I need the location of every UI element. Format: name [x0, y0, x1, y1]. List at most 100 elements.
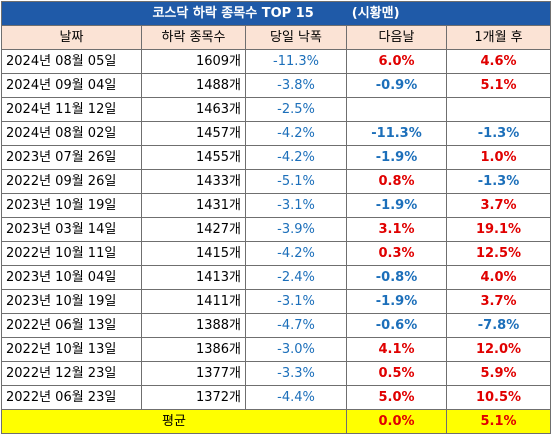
row-next-day: -0.6%	[346, 313, 447, 338]
header-decline-count: 하락 종목수	[141, 25, 246, 50]
row-one-month-later: 5.1%	[446, 73, 551, 98]
row-next-day: 4.1%	[346, 337, 447, 362]
table-title-cell: 코스닥 하락 종목수 TOP 15 (시황맨)	[1, 1, 551, 26]
row-decline-count: 1455개	[141, 145, 246, 170]
row-decline-count: 1386개	[141, 337, 246, 362]
row-next-day: 0.8%	[346, 169, 447, 194]
table-row: 2024년 08월 02일 1457개 -4.2% -11.3% -1.3%	[1, 121, 551, 146]
row-one-month-later: 3.7%	[446, 289, 551, 314]
row-same-day-drop: -3.1%	[245, 289, 347, 314]
row-date: 2023년 10월 19일	[1, 193, 142, 218]
title-row: 코스닥 하락 종목수 TOP 15 (시황맨)	[1, 1, 551, 26]
row-next-day: 3.1%	[346, 217, 447, 242]
table-body: 2024년 08월 05일 1609개 -11.3% 6.0% 4.6% 2024년 09…	[1, 49, 551, 410]
row-same-day-drop: -3.3%	[245, 361, 347, 386]
average-row: 평균 0.0% 5.1%	[1, 409, 551, 434]
row-same-day-drop: -4.7%	[245, 313, 347, 338]
row-decline-count: 1488개	[141, 73, 246, 98]
table-row: 2023년 10월 04일 1413개 -2.4% -0.8% 4.0%	[1, 265, 551, 290]
row-next-day: -1.9%	[346, 289, 447, 314]
row-decline-count: 1433개	[141, 169, 246, 194]
header-row: 날짜 하락 종목수 당일 낙폭 다음날 1개월 후	[1, 25, 551, 50]
table-row: 2023년 07월 26일 1455개 -4.2% -1.9% 1.0%	[1, 145, 551, 170]
table-row: 2022년 06월 23일 1372개 -4.4% 5.0% 10.5%	[1, 385, 551, 410]
row-same-day-drop: -3.0%	[245, 337, 347, 362]
table-row: 2022년 06월 13일 1388개 -4.7% -0.6% -7.8%	[1, 313, 551, 338]
row-decline-count: 1377개	[141, 361, 246, 386]
row-next-day: -0.8%	[346, 265, 447, 290]
table-row: 2024년 11월 12일 1463개 -2.5%	[1, 97, 551, 122]
row-one-month-later: 12.5%	[446, 241, 551, 266]
row-one-month-later: 4.0%	[446, 265, 551, 290]
row-next-day: -0.9%	[346, 73, 447, 98]
row-decline-count: 1609개	[141, 49, 246, 74]
row-next-day: -1.9%	[346, 193, 447, 218]
table-row: 2024년 08월 05일 1609개 -11.3% 6.0% 4.6%	[1, 49, 551, 74]
row-decline-count: 1372개	[141, 385, 246, 410]
row-same-day-drop: -4.2%	[245, 241, 347, 266]
table-row: 2024년 09월 04일 1488개 -3.8% -0.9% 5.1%	[1, 73, 551, 98]
row-same-day-drop: -4.2%	[245, 121, 347, 146]
row-one-month-later: -1.3%	[446, 169, 551, 194]
table-title-source: (시황맨)	[351, 6, 400, 21]
header-next-day: 다음날	[346, 25, 447, 50]
row-date: 2023년 03월 14일	[1, 217, 142, 242]
row-next-day: 6.0%	[346, 49, 447, 74]
row-same-day-drop: -4.2%	[245, 145, 347, 170]
header-one-month-later: 1개월 후	[446, 25, 551, 50]
row-date: 2022년 09월 26일	[1, 169, 142, 194]
row-decline-count: 1457개	[141, 121, 246, 146]
header-same-day-drop: 당일 낙폭	[245, 25, 347, 50]
row-decline-count: 1415개	[141, 241, 246, 266]
row-one-month-later: -1.3%	[446, 121, 551, 146]
row-date: 2022년 12월 23일	[1, 361, 142, 386]
row-same-day-drop: -5.1%	[245, 169, 347, 194]
header-date: 날짜	[1, 25, 142, 50]
row-next-day: 5.0%	[346, 385, 447, 410]
row-date: 2024년 11월 12일	[1, 97, 142, 122]
row-date: 2023년 07월 26일	[1, 145, 142, 170]
row-one-month-later	[446, 97, 551, 122]
table-row: 2022년 09월 26일 1433개 -5.1% 0.8% -1.3%	[1, 169, 551, 194]
row-one-month-later: 12.0%	[446, 337, 551, 362]
table-row: 2022년 12월 23일 1377개 -3.3% 0.5% 5.9%	[1, 361, 551, 386]
row-date: 2023년 10월 19일	[1, 289, 142, 314]
row-date: 2022년 10월 11일	[1, 241, 142, 266]
row-one-month-later: 5.9%	[446, 361, 551, 386]
row-date: 2024년 08월 02일	[1, 121, 142, 146]
row-decline-count: 1431개	[141, 193, 246, 218]
row-next-day: -1.9%	[346, 145, 447, 170]
table-row: 2023년 10월 19일 1411개 -3.1% -1.9% 3.7%	[1, 289, 551, 314]
row-one-month-later: 10.5%	[446, 385, 551, 410]
row-one-month-later: 4.6%	[446, 49, 551, 74]
row-next-day: -11.3%	[346, 121, 447, 146]
row-decline-count: 1427개	[141, 217, 246, 242]
row-decline-count: 1388개	[141, 313, 246, 338]
row-same-day-drop: -3.9%	[245, 217, 347, 242]
average-next-day: 0.0%	[346, 409, 447, 434]
row-next-day	[346, 97, 447, 122]
row-date: 2022년 06월 13일	[1, 313, 142, 338]
row-date: 2022년 10월 13일	[1, 337, 142, 362]
row-one-month-later: 19.1%	[446, 217, 551, 242]
row-decline-count: 1411개	[141, 289, 246, 314]
average-one-month: 5.1%	[446, 409, 551, 434]
row-date: 2024년 08월 05일	[1, 49, 142, 74]
row-one-month-later: -7.8%	[446, 313, 551, 338]
row-one-month-later: 3.7%	[446, 193, 551, 218]
row-same-day-drop: -2.4%	[245, 265, 347, 290]
row-same-day-drop: -3.8%	[245, 73, 347, 98]
table-row: 2022년 10월 13일 1386개 -3.0% 4.1% 12.0%	[1, 337, 551, 362]
row-decline-count: 1463개	[141, 97, 246, 122]
row-date: 2023년 10월 04일	[1, 265, 142, 290]
row-one-month-later: 1.0%	[446, 145, 551, 170]
row-same-day-drop: -11.3%	[245, 49, 347, 74]
table-row: 2023년 03월 14일 1427개 -3.9% 3.1% 19.1%	[1, 217, 551, 242]
row-same-day-drop: -3.1%	[245, 193, 347, 218]
row-date: 2024년 09월 04일	[1, 73, 142, 98]
row-same-day-drop: -2.5%	[245, 97, 347, 122]
average-label: 평균	[1, 409, 347, 434]
row-date: 2022년 06월 23일	[1, 385, 142, 410]
row-same-day-drop: -4.4%	[245, 385, 347, 410]
